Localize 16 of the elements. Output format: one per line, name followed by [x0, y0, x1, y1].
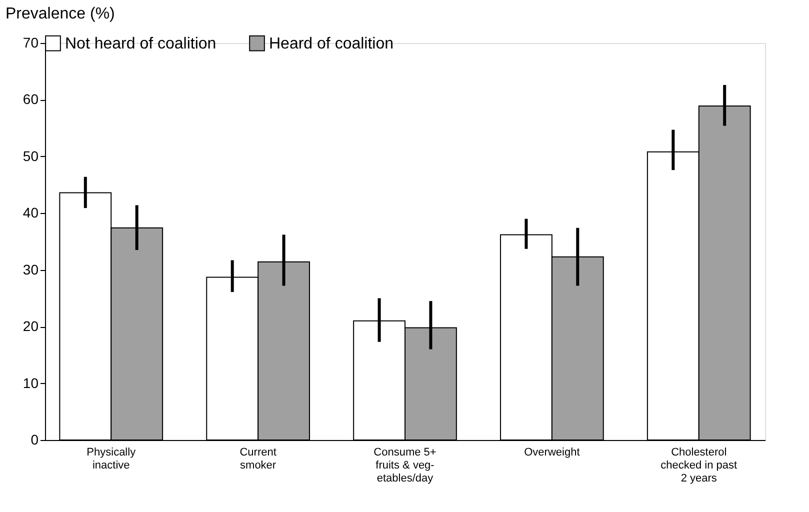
y-tick-label: 10	[22, 374, 39, 391]
y-tick-label: 20	[22, 318, 39, 334]
x-tick-label: Consume 5+ fruits & veg- etables/day	[374, 446, 436, 484]
x-tick-label: Physically inactive	[86, 446, 136, 472]
y-axis-title: Prevalence (%)	[6, 6, 115, 22]
legend-label: Not heard of coalition	[65, 35, 216, 52]
y-tick-label: 70	[22, 34, 39, 50]
y-tick-label: 50	[22, 148, 39, 164]
y-tick-label: 40	[22, 204, 39, 221]
legend-label: Heard of coalition	[269, 35, 394, 52]
y-tick-label: 30	[22, 261, 39, 278]
x-tick-label: Current smoker	[240, 446, 276, 472]
y-tick-label: 0	[30, 432, 39, 448]
x-tick-label: Cholesterol checked in past 2 years	[660, 446, 738, 484]
x-tick-label: Overweight	[524, 446, 580, 458]
y-tick-label: 60	[22, 91, 39, 108]
